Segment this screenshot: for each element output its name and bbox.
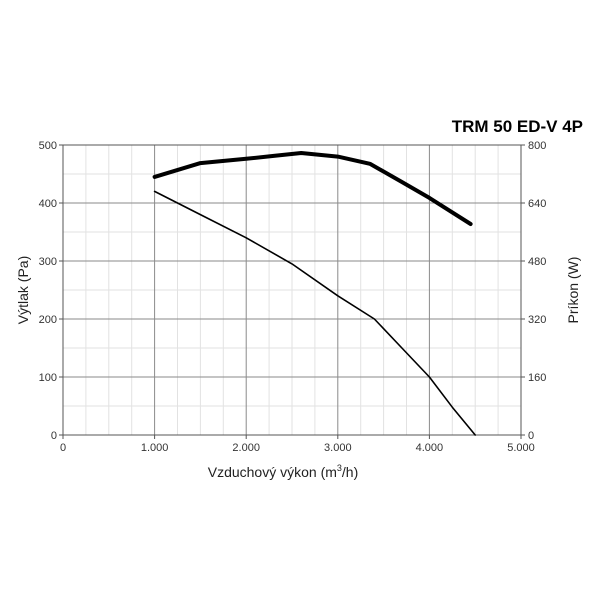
y-right-tick-label: 0 [528, 430, 534, 442]
y-left-tick-label: 400 [39, 198, 57, 210]
y-left-tick-label: 0 [51, 430, 57, 442]
y-axis-left-label: Výtlak (Pa) [15, 256, 31, 324]
grid-lines [63, 145, 521, 435]
x-axis-label-suffix: /h) [342, 464, 358, 480]
y-left-tick-label: 100 [39, 372, 57, 384]
x-axis-label: Vzduchový výkon (m3/h) [208, 463, 359, 480]
series-line-pressure [153, 190, 477, 436]
y-left-tick-label: 300 [39, 256, 57, 268]
x-tick-label: 0 [60, 442, 66, 454]
y-right-tick-label: 160 [528, 372, 546, 384]
x-tick-label: 4.000 [416, 442, 444, 454]
plot-frame [62, 144, 522, 436]
y-right-tick-label: 320 [528, 314, 546, 326]
x-axis-label-sup: 3 [337, 463, 342, 473]
y-left-tick-label: 500 [39, 140, 57, 152]
y-left-tick-label: 200 [39, 314, 57, 326]
x-tick-label: 3.000 [324, 442, 352, 454]
chart-title: TRM 50 ED-V 4P [452, 117, 583, 136]
tick-labels: 0 1.000 2.000 3.000 4.000 5.00001002003004005… [39, 140, 547, 454]
y-right-tick-label: 800 [528, 140, 546, 152]
y-axis-right-label: Príkon (W) [565, 257, 581, 324]
x-tick-label: 2.000 [232, 442, 260, 454]
x-tick-label: 1.000 [141, 442, 169, 454]
x-tick-label: 5.000 [507, 442, 535, 454]
series-layer [152, 151, 477, 436]
x-axis-label-main: Vzduchový výkon (m [208, 464, 337, 480]
y-right-tick-label: 480 [528, 256, 546, 268]
y-right-tick-label: 640 [528, 198, 546, 210]
series-line-power [152, 151, 473, 226]
